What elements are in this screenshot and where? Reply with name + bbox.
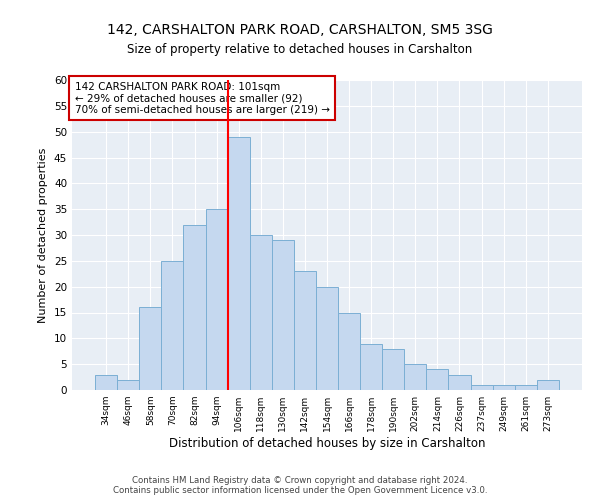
Bar — [294, 271, 316, 390]
Bar — [427, 370, 448, 390]
Bar — [250, 235, 272, 390]
Bar — [117, 380, 139, 390]
Text: Size of property relative to detached houses in Carshalton: Size of property relative to detached ho… — [127, 42, 473, 56]
Bar — [161, 261, 184, 390]
Bar — [184, 224, 206, 390]
Bar — [493, 385, 515, 390]
Bar — [515, 385, 537, 390]
Bar — [227, 137, 250, 390]
Text: Contains HM Land Registry data © Crown copyright and database right 2024.
Contai: Contains HM Land Registry data © Crown c… — [113, 476, 487, 495]
Bar — [206, 209, 227, 390]
X-axis label: Distribution of detached houses by size in Carshalton: Distribution of detached houses by size … — [169, 437, 485, 450]
Text: 142 CARSHALTON PARK ROAD: 101sqm
← 29% of detached houses are smaller (92)
70% o: 142 CARSHALTON PARK ROAD: 101sqm ← 29% o… — [74, 82, 329, 115]
Bar — [404, 364, 427, 390]
Bar — [316, 286, 338, 390]
Bar — [95, 374, 117, 390]
Bar — [470, 385, 493, 390]
Text: 142, CARSHALTON PARK ROAD, CARSHALTON, SM5 3SG: 142, CARSHALTON PARK ROAD, CARSHALTON, S… — [107, 22, 493, 36]
Bar — [139, 308, 161, 390]
Bar — [382, 348, 404, 390]
Bar — [338, 312, 360, 390]
Y-axis label: Number of detached properties: Number of detached properties — [38, 148, 49, 322]
Bar — [272, 240, 294, 390]
Bar — [448, 374, 470, 390]
Bar — [360, 344, 382, 390]
Bar — [537, 380, 559, 390]
